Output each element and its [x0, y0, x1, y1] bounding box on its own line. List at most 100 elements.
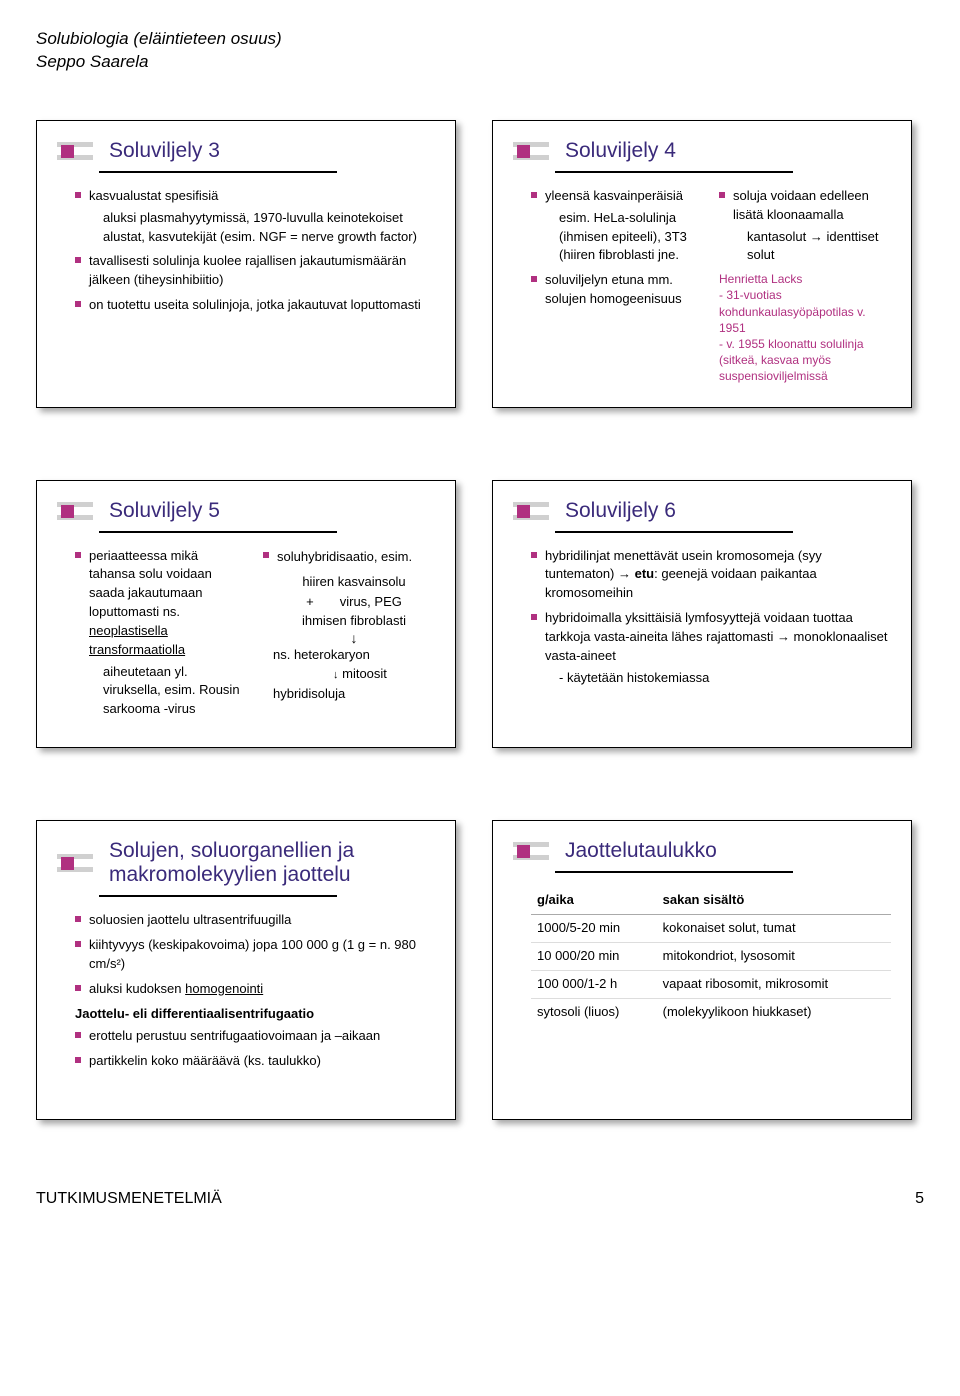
- card-title: Soluviljely 5: [109, 499, 220, 523]
- col-header: g/aika: [531, 887, 657, 914]
- cards-row-1: Soluviljely 3 kasvualustat spesifisiä al…: [36, 120, 924, 408]
- card-body: yleensä kasvainperäisiä esim. HeLa-solul…: [519, 187, 891, 385]
- header-decoration-icon: [57, 852, 99, 874]
- list-item: kasvualustat spesifisiä aluksi plasmahyy…: [75, 187, 435, 247]
- list-item: yleensä kasvainperäisiä esim. HeLa-solul…: [531, 187, 703, 265]
- card-body: kasvualustat spesifisiä aluksi plasmahyy…: [63, 187, 435, 315]
- sub-text: kantasolut → identtiset solut: [733, 228, 891, 266]
- cell: (molekyylikoon hiukkaset): [657, 998, 891, 1025]
- card-body: soluosien jaottelu ultrasentrifuugilla k…: [63, 911, 435, 1071]
- list-item: soluviljelyn etuna mm. solujen homogeeni…: [531, 271, 703, 309]
- card-soluviljely-3: Soluviljely 3 kasvualustat spesifisiä al…: [36, 120, 456, 408]
- footer-page-number: 5: [915, 1190, 924, 1208]
- col-right-diagram: soluhybridisaatio, esim. hiiren kasvains…: [263, 547, 435, 726]
- table-row: sytosoli (liuos) (molekyylikoon hiukkase…: [531, 998, 891, 1025]
- diagram-label: mitoosit: [342, 666, 387, 681]
- title-underline: [99, 531, 337, 533]
- header-decoration-icon: [513, 840, 555, 862]
- header-decoration-icon: [57, 140, 99, 162]
- list-item: soluhybridisaatio, esim.: [263, 547, 435, 567]
- item-text: yleensä kasvainperäisiä: [545, 188, 683, 203]
- diagram-plus-row: + virus, PEG: [273, 592, 435, 612]
- table-row: 100 000/1-2 h vapaat ribosomit, mikrosom…: [531, 970, 891, 998]
- card-title: Soluviljely 6: [565, 499, 676, 523]
- bold-heading: Jaottelu- eli differentiaalisentrifugaat…: [75, 1005, 435, 1024]
- list-item: soluja voidaan edelleen lisätä kloonaama…: [719, 187, 891, 265]
- card-title: Solujen, soluorganellien ja makromolekyy…: [109, 839, 435, 887]
- card-header: Soluviljely 6: [513, 499, 891, 523]
- list-item: aluksi kudoksen homogenointi: [75, 980, 435, 999]
- item-text: hybridoimalla yksittäisiä lymfosyyttejä …: [545, 610, 888, 663]
- title-underline: [99, 895, 337, 897]
- table-header-row: g/aika sakan sisältö: [531, 887, 891, 914]
- card-soluviljely-5: Soluviljely 5 periaatteessa mikä tahansa…: [36, 480, 456, 749]
- card-header: Jaottelutaulukko: [513, 839, 891, 863]
- card-jaottelutaulukko: Jaottelutaulukko g/aika sakan sisältö 10…: [492, 820, 912, 1120]
- callout-henrietta-lacks: Henrietta Lacks - 31-vuotias kohdunkaula…: [719, 271, 891, 384]
- cell: mitokondriot, lysosomit: [657, 942, 891, 970]
- diagram-line: ns. heterokaryon: [273, 645, 435, 665]
- cell: kokonaiset solut, tumat: [657, 915, 891, 943]
- list-item: on tuotettu useita solulinjoja, jotka ja…: [75, 296, 435, 315]
- card-soluviljely-4: Soluviljely 4 yleensä kasvainperäisiä es…: [492, 120, 912, 408]
- list-item: erottelu perustuu sentrifugaatiovoimaan …: [75, 1027, 435, 1046]
- title-underline: [99, 171, 337, 173]
- table-row: 1000/5-20 min kokonaiset solut, tumat: [531, 915, 891, 943]
- sub-text: aiheutetaan yl. viruksella, esim. Rousin…: [89, 663, 247, 720]
- list-item: soluosien jaottelu ultrasentrifuugilla: [75, 911, 435, 930]
- card-body: g/aika sakan sisältö 1000/5-20 min kokon…: [519, 887, 891, 1025]
- plus-icon: +: [306, 592, 314, 612]
- diagram-label: virus, PEG: [340, 592, 402, 612]
- doc-header: Solubiologia (eläintieteen osuus) Seppo …: [36, 28, 924, 74]
- card-header: Soluviljely 4: [513, 139, 891, 163]
- sub-text: aluksi plasmahyytymissä, 1970-luvulla ke…: [89, 209, 435, 247]
- cell: sytosoli (liuos): [531, 998, 657, 1025]
- footer-left: TUTKIMUSMENETELMIÄ: [36, 1190, 222, 1208]
- card-body: hybridilinjat menettävät usein kromosome…: [519, 547, 891, 688]
- card-body: periaatteessa mikä tahansa solu voidaan …: [63, 547, 435, 726]
- list-item: tavallisesti solulinja kuolee rajallisen…: [75, 252, 435, 290]
- card-soluviljely-6: Soluviljely 6 hybridilinjat menettävät u…: [492, 480, 912, 749]
- header-decoration-icon: [57, 500, 99, 522]
- cell: 1000/5-20 min: [531, 915, 657, 943]
- title-underline: [555, 871, 793, 873]
- doc-title-line2: Seppo Saarela: [36, 51, 924, 74]
- table-row: 10 000/20 min mitokondriot, lysosomit: [531, 942, 891, 970]
- header-decoration-icon: [513, 500, 555, 522]
- header-decoration-icon: [513, 140, 555, 162]
- cards-row-2: Soluviljely 5 periaatteessa mikä tahansa…: [36, 480, 924, 749]
- col-header: sakan sisältö: [657, 887, 891, 914]
- card-header: Soluviljely 3: [57, 139, 435, 163]
- card-title: Soluviljely 3: [109, 139, 220, 163]
- card-header: Soluviljely 5: [57, 499, 435, 523]
- cards-row-3: Solujen, soluorganellien ja makromolekyy…: [36, 820, 924, 1120]
- cell: 100 000/1-2 h: [531, 970, 657, 998]
- item-text: soluja voidaan edelleen lisätä kloonaama…: [733, 188, 869, 222]
- title-underline: [555, 531, 793, 533]
- jaottelu-table: g/aika sakan sisältö 1000/5-20 min kokon…: [531, 887, 891, 1025]
- title-underline: [555, 171, 793, 173]
- sub-text: - käytetään histokemiassa: [545, 669, 891, 688]
- list-item: periaatteessa mikä tahansa solu voidaan …: [75, 547, 247, 720]
- item-text: kasvualustat spesifisiä: [89, 188, 218, 203]
- list-item: hybridilinjat menettävät usein kromosome…: [531, 547, 891, 604]
- card-title: Soluviljely 4: [565, 139, 676, 163]
- col-right: soluja voidaan edelleen lisätä kloonaama…: [719, 187, 891, 385]
- doc-title-line1: Solubiologia (eläintieteen osuus): [36, 28, 924, 51]
- list-item: partikkelin koko määräävä (ks. taulukko): [75, 1052, 435, 1071]
- col-left: yleensä kasvainperäisiä esim. HeLa-solul…: [531, 187, 703, 385]
- diagram-line: hiiren kasvainsolu: [273, 572, 435, 592]
- arrow-down-icon: ↓: [273, 631, 435, 645]
- page-footer: TUTKIMUSMENETELMIÄ 5: [36, 1190, 924, 1208]
- card-header: Solujen, soluorganellien ja makromolekyy…: [57, 839, 435, 887]
- list-item: kiihtyvyys (keskipakovoima) jopa 100 000…: [75, 936, 435, 974]
- arrow-down-icon: ↓: [333, 669, 339, 681]
- cell: vapaat ribosomit, mikrosomit: [657, 970, 891, 998]
- card-jaottelu: Solujen, soluorganellien ja makromolekyy…: [36, 820, 456, 1120]
- list-item: hybridoimalla yksittäisiä lymfosyyttejä …: [531, 609, 891, 687]
- diagram-line: ihmisen fibroblasti: [273, 611, 435, 631]
- diagram-label: ns. heterokaryon: [273, 647, 370, 662]
- diagram-line: ↓ mitoosit: [273, 664, 435, 684]
- col-left: periaatteessa mikä tahansa solu voidaan …: [75, 547, 247, 726]
- page: Solubiologia (eläintieteen osuus) Seppo …: [0, 0, 960, 1236]
